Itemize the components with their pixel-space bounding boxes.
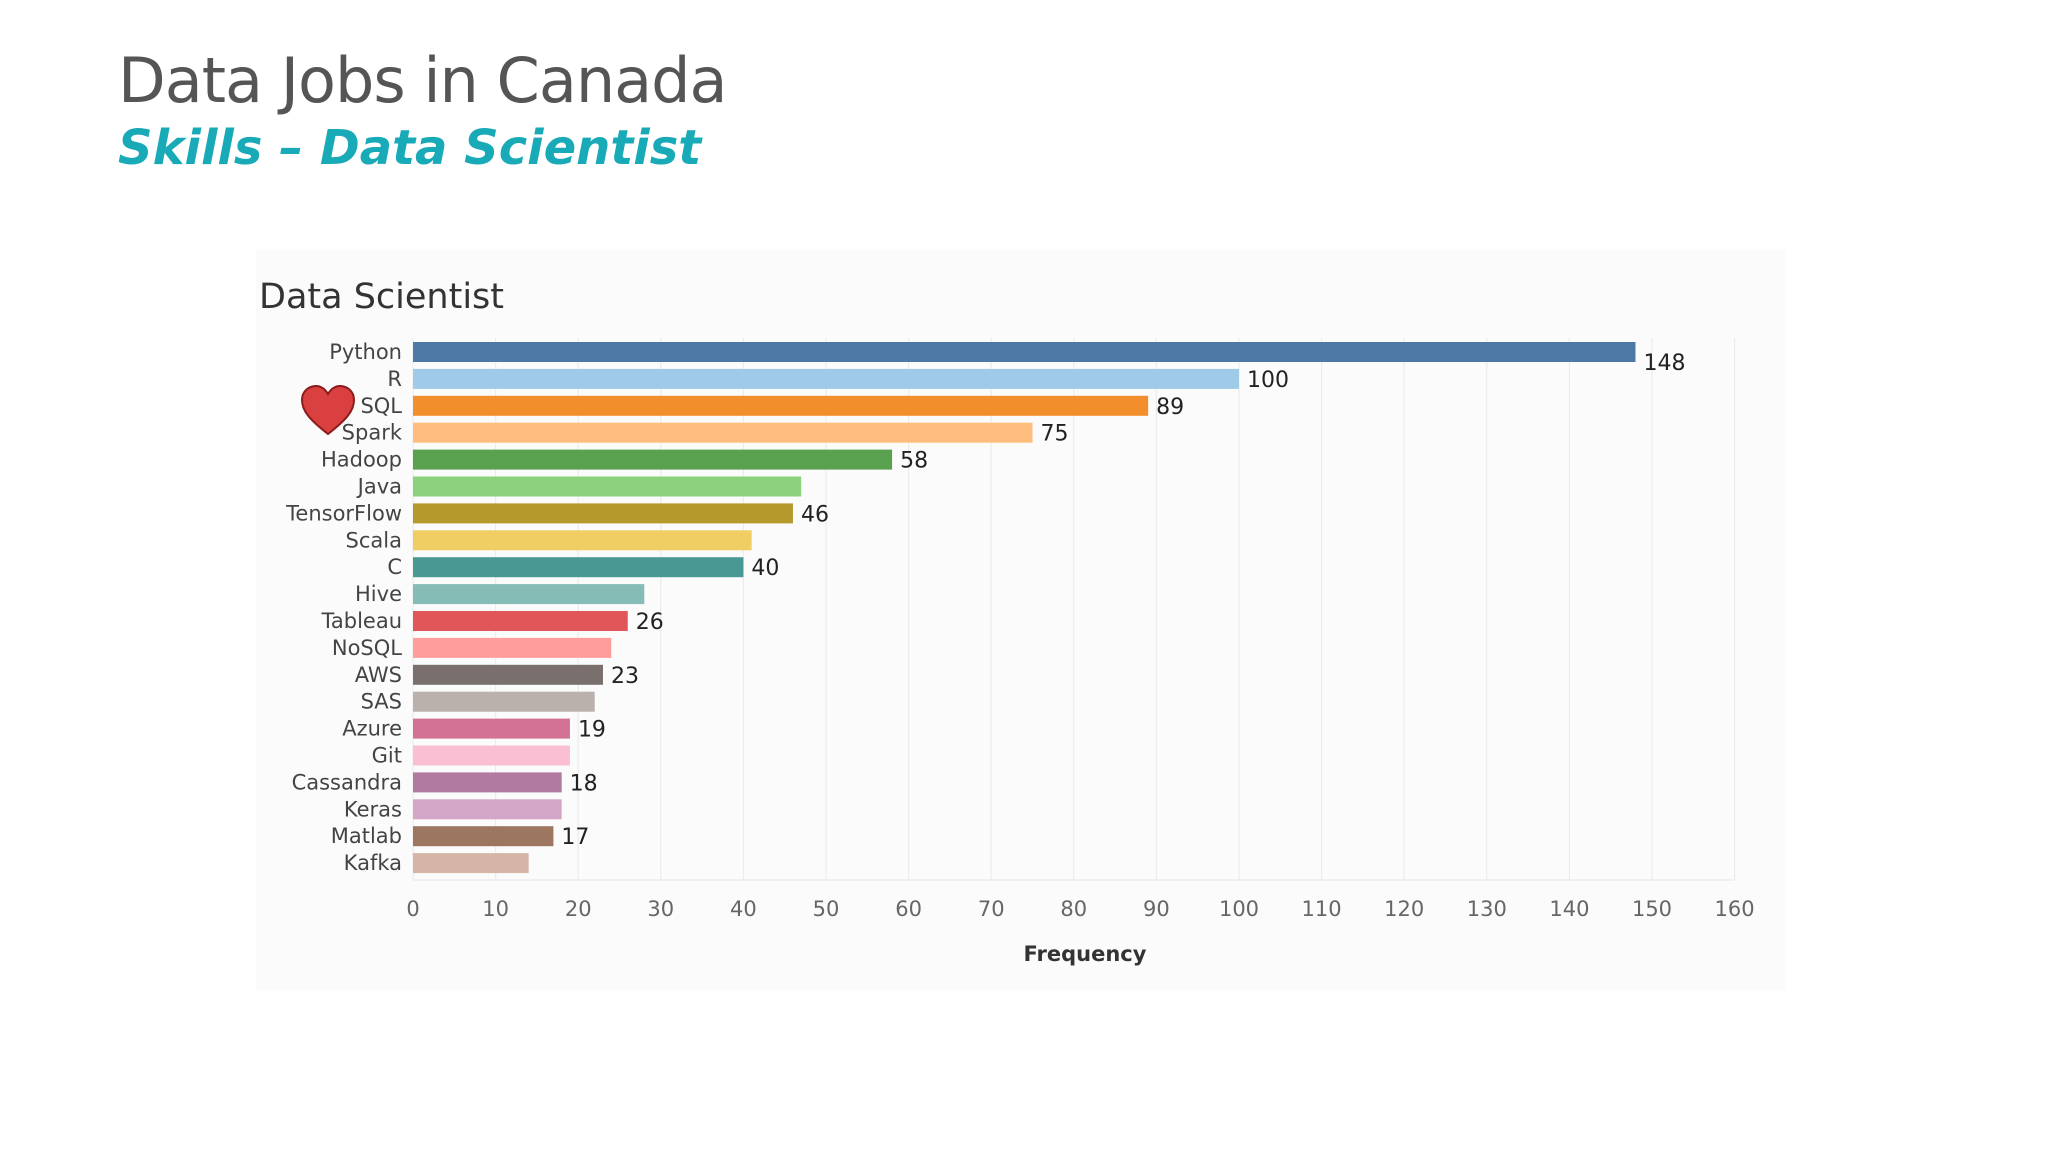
- bar: [413, 395, 1149, 416]
- data-label: 58: [900, 449, 928, 474]
- bar: [413, 799, 562, 820]
- x-tick-label: 120: [1384, 897, 1424, 921]
- bar: [413, 853, 529, 874]
- bar: [413, 449, 893, 470]
- bar: [413, 557, 744, 578]
- data-label: 19: [578, 718, 606, 743]
- category-label: NoSQL: [332, 636, 402, 660]
- category-label: Hive: [355, 582, 402, 606]
- x-tick-label: 100: [1219, 897, 1259, 921]
- slide-subtitle: Skills – Data Scientist: [118, 120, 702, 176]
- slide-title: Data Jobs in Canada: [118, 44, 727, 117]
- category-label: Git: [372, 744, 402, 768]
- data-label: 18: [570, 771, 598, 796]
- x-tick-label: 40: [730, 897, 757, 921]
- x-tick-label: 30: [647, 897, 674, 921]
- category-label: Scala: [346, 528, 402, 552]
- x-tick-label: 70: [978, 897, 1005, 921]
- data-label: 17: [561, 825, 589, 850]
- category-label: C: [387, 555, 402, 579]
- bar: [413, 611, 628, 631]
- bar: [413, 745, 570, 766]
- bar: [413, 368, 1239, 389]
- bar: [413, 718, 570, 739]
- category-label: SQL: [360, 394, 402, 418]
- x-tick-label: 10: [482, 897, 509, 921]
- x-tick-label: 140: [1549, 897, 1589, 921]
- bar: [413, 530, 752, 551]
- category-label: Kafka: [344, 851, 402, 875]
- data-label: 89: [1156, 395, 1184, 420]
- x-axis-title: Frequency: [1024, 942, 1147, 966]
- bar: [413, 503, 793, 524]
- x-tick-label: 150: [1632, 897, 1672, 921]
- bar: [413, 691, 595, 712]
- category-label: AWS: [355, 663, 402, 687]
- x-tick-label: 60: [895, 897, 922, 921]
- chart-bars: [413, 342, 1636, 874]
- category-label: Azure: [342, 717, 402, 741]
- category-label: Keras: [344, 797, 402, 821]
- bar: [413, 422, 1033, 443]
- category-label: Tableau: [321, 609, 402, 633]
- data-label: 100: [1247, 368, 1289, 393]
- x-tick-label: 0: [406, 897, 419, 921]
- chart-value-labels: 148 100 89 75 58 46 40 26 23 19 18 17: [561, 351, 1685, 850]
- chart-title: Data Scientist: [259, 277, 504, 317]
- bar: [413, 476, 802, 497]
- category-label: Spark: [342, 421, 403, 445]
- bar: [413, 664, 603, 685]
- data-label: 40: [751, 556, 779, 581]
- category-label: SAS: [361, 690, 402, 714]
- category-label: Python: [329, 340, 402, 364]
- x-tick-label: 110: [1302, 897, 1342, 921]
- category-label: R: [387, 367, 402, 391]
- category-label: TensorFlow: [285, 501, 402, 525]
- bar: [413, 637, 612, 658]
- category-label: Cassandra: [292, 770, 402, 794]
- x-tick-label: 80: [1060, 897, 1087, 921]
- bar: [413, 772, 562, 793]
- x-tick-label: 90: [1143, 897, 1170, 921]
- data-label: 148: [1643, 351, 1685, 376]
- bar: [413, 584, 645, 605]
- category-label: Matlab: [331, 824, 402, 848]
- x-tick-label: 160: [1715, 897, 1755, 921]
- bar: [413, 826, 554, 847]
- x-tick-label: 130: [1467, 897, 1507, 921]
- data-label: 26: [636, 610, 664, 635]
- x-tick-label: 50: [813, 897, 840, 921]
- data-label: 75: [1041, 422, 1069, 447]
- category-label: Java: [356, 475, 402, 499]
- category-label: Hadoop: [321, 448, 402, 472]
- x-axis-ticks: 0 10 20 30 40 50 60 70 80 90 100 110 120 130 140 150 160: [406, 897, 1754, 921]
- chart-gridlines: [412, 338, 1736, 881]
- x-tick-label: 20: [565, 897, 592, 921]
- heart-icon: [300, 384, 356, 436]
- bar: [413, 342, 1636, 362]
- data-label: 46: [801, 502, 829, 527]
- data-label: 23: [611, 664, 639, 689]
